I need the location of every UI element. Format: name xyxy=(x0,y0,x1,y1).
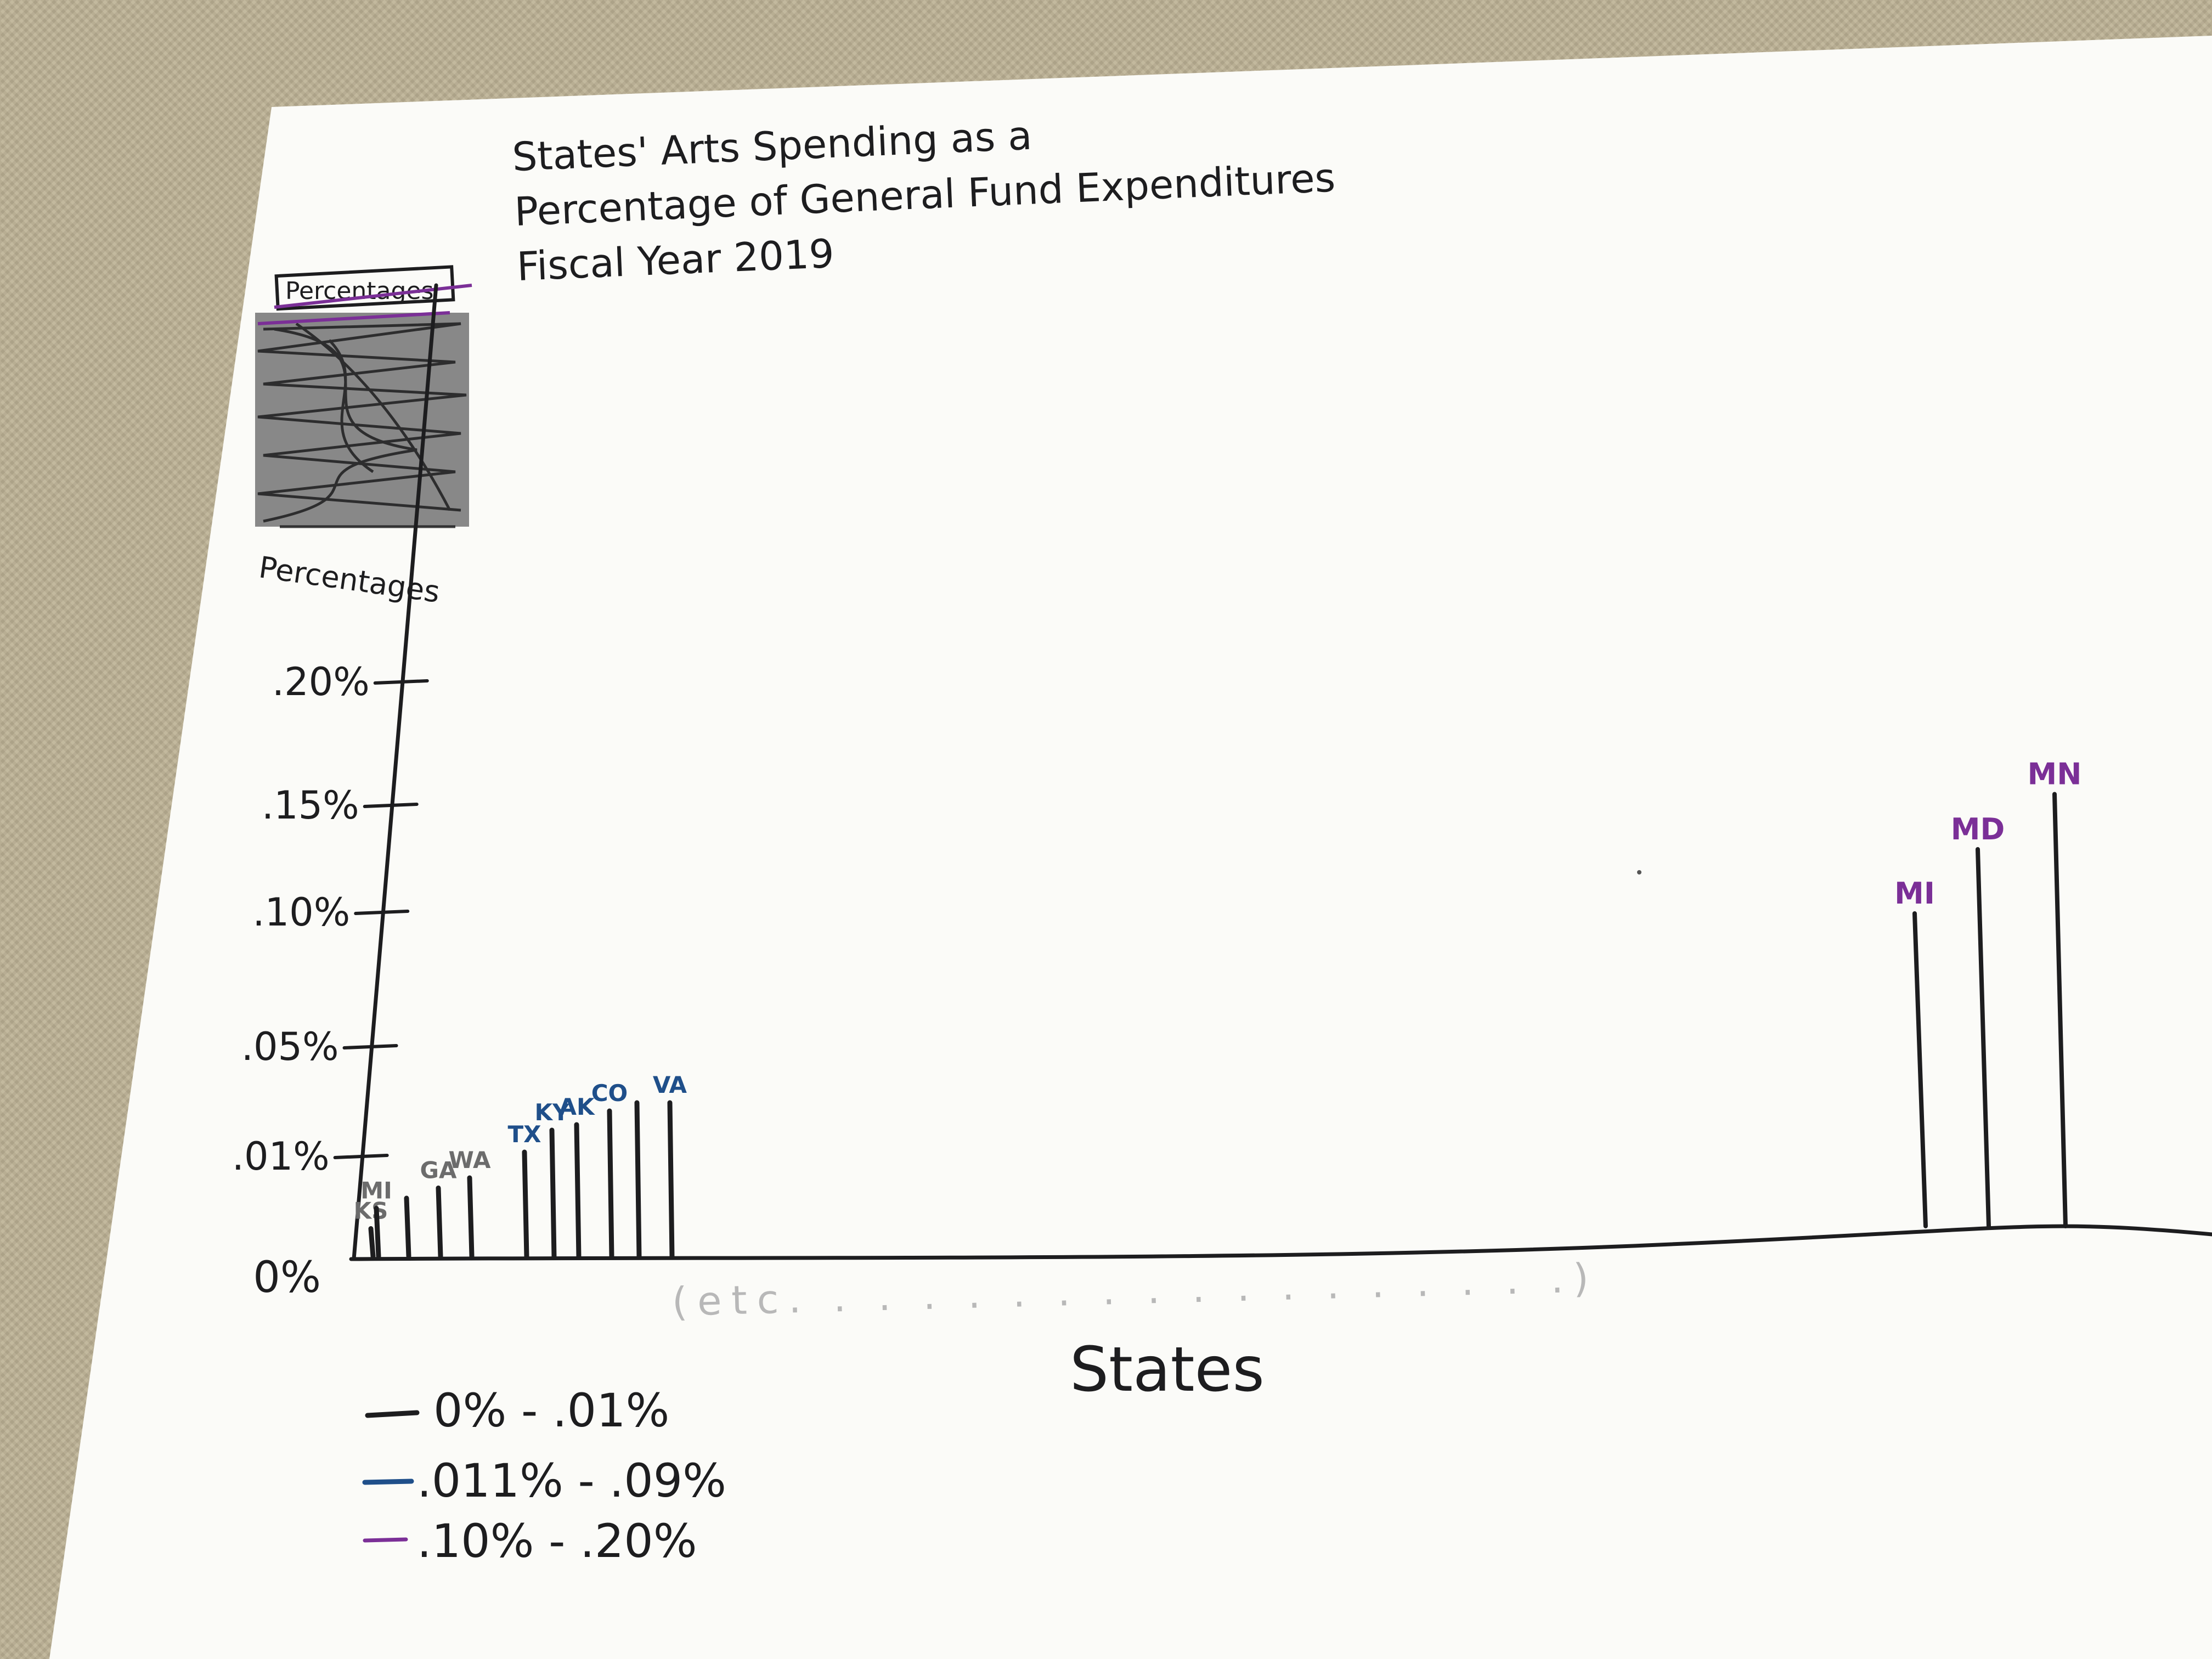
bar-ak xyxy=(574,1122,582,1260)
bar-mi xyxy=(374,1206,381,1259)
y-tick-mark xyxy=(354,910,410,915)
pen-dot xyxy=(1637,870,1641,874)
x-axis-line xyxy=(349,1224,2212,1261)
y-tick-label: .01% xyxy=(232,1134,330,1179)
y-tick-label: .15% xyxy=(262,783,359,828)
bar-label-co: CO xyxy=(591,1080,628,1107)
crossed-out-label: Percentages xyxy=(255,265,472,528)
bar-mi xyxy=(1912,911,1928,1228)
bar-va xyxy=(667,1100,675,1260)
bar-tx xyxy=(522,1149,529,1260)
bar-label-wa: WA xyxy=(449,1147,491,1173)
y-tick-mark xyxy=(342,1044,398,1049)
bar-unlabeled xyxy=(404,1195,411,1259)
bar-co xyxy=(607,1108,614,1260)
bar-label-va: VA xyxy=(653,1071,687,1098)
bar-ks xyxy=(368,1226,376,1259)
legend-swatch-low xyxy=(365,1410,420,1418)
bar-md xyxy=(1976,847,1991,1228)
bar-ga xyxy=(436,1186,443,1259)
legend-swatch-mid xyxy=(362,1479,414,1485)
bar-label-mi: MI xyxy=(360,1177,392,1204)
legend: 0% - .01% .011% - .09% .10% - .20% xyxy=(362,1384,726,1568)
bar-wa xyxy=(467,1175,475,1259)
scribble-marks xyxy=(257,322,467,528)
x-axis-label: States xyxy=(1070,1334,1265,1406)
y-tick-mark xyxy=(363,803,419,808)
bar-label-md: MD xyxy=(1951,812,2005,847)
y-tick-label: .05% xyxy=(241,1024,339,1069)
bar-unlabeled xyxy=(634,1100,642,1260)
legend-label-mid: .011% - .09% xyxy=(417,1454,726,1508)
bar-label-ky: KY xyxy=(535,1099,570,1126)
bar-label-mn: MN xyxy=(2028,757,2082,792)
bar-label-ks: KS xyxy=(354,1198,388,1224)
y-tick-label: 0% xyxy=(253,1253,321,1302)
y-axis-ticks: 0% .01% .05% .10% .15% .20% xyxy=(232,659,429,1302)
bar-ky xyxy=(549,1127,557,1260)
legend-label-low: 0% - .01% xyxy=(433,1384,669,1437)
bar-label-ga: GA xyxy=(420,1157,457,1184)
legend-swatch-high xyxy=(363,1537,408,1543)
y-tick-label: .20% xyxy=(272,659,370,704)
y-tick-mark xyxy=(373,679,429,685)
bar-label-mi: MI xyxy=(1894,876,1935,911)
legend-label-high: .10% - .20% xyxy=(417,1514,697,1568)
bar-mn xyxy=(2052,792,2068,1228)
y-tick-label: .10% xyxy=(252,890,350,935)
bar-label-tx: TX xyxy=(507,1121,541,1148)
paper-sheet xyxy=(49,36,2212,1659)
bar-label-ak: AK xyxy=(558,1093,595,1120)
y-axis-line xyxy=(352,283,438,1261)
y-tick-mark xyxy=(333,1154,389,1159)
